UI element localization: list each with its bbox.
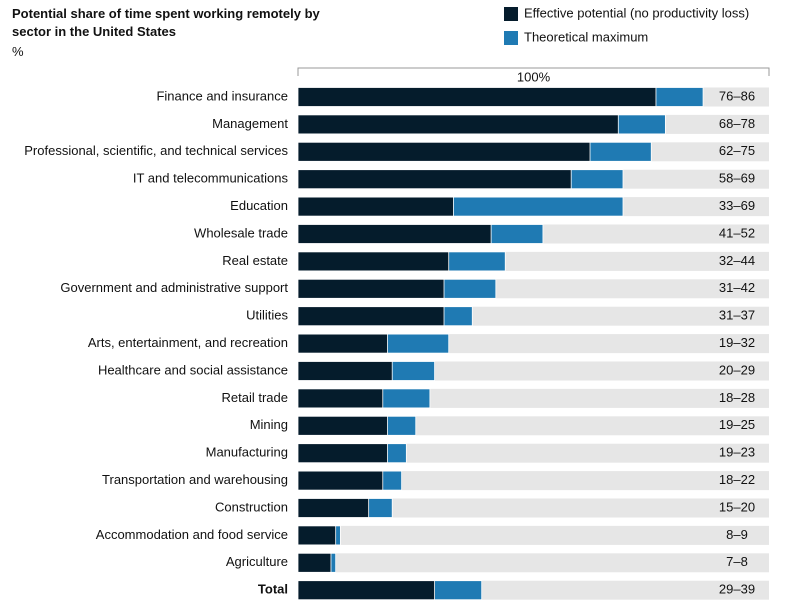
track [298, 443, 769, 463]
bar [297, 388, 384, 409]
category-label: Agriculture [226, 554, 288, 569]
category-label: Mining [250, 417, 288, 432]
category-label: Healthcare and social assistance [98, 362, 288, 377]
category-label: Real estate [222, 253, 288, 268]
range-label: 58–69 [719, 171, 755, 186]
bar [297, 552, 332, 573]
bar [297, 306, 445, 327]
range-label: 18–22 [719, 472, 755, 487]
range-label: 18–28 [719, 390, 755, 405]
category-label: Finance and insurance [156, 88, 288, 103]
bar [297, 87, 657, 107]
range-label: 19–32 [719, 335, 755, 350]
category-label: Government and administrative support [60, 280, 288, 295]
range-label: 76–86 [719, 88, 755, 103]
range-label: 33–69 [719, 198, 755, 213]
tick-bracket [297, 67, 770, 76]
legend-swatch [504, 7, 518, 21]
bar [297, 525, 337, 546]
track [298, 471, 769, 491]
category-label: Manufacturing [206, 445, 288, 460]
category-label: Utilities [246, 308, 288, 323]
track [298, 525, 769, 545]
track [298, 553, 769, 573]
category-label: Wholesale trade [194, 225, 288, 240]
category-label: Retail trade [222, 390, 288, 405]
chart-title: Potential share of time spent working re… [12, 6, 320, 39]
range-label: 41–52 [719, 225, 755, 240]
unit-label: % [12, 44, 24, 59]
range-label: 31–37 [719, 308, 755, 323]
category-label: Management [212, 116, 288, 131]
range-label: 15–20 [719, 499, 755, 514]
range-label: 20–29 [719, 362, 755, 377]
bar [297, 169, 572, 190]
x-tick-label: 100% [517, 69, 551, 84]
range-label: 19–23 [719, 445, 755, 460]
bar [297, 114, 619, 135]
bar [297, 224, 492, 244]
category-label: Transportation and warehousing [102, 472, 288, 487]
bar [297, 278, 445, 299]
range-label: 7–8 [726, 554, 748, 569]
bar [297, 141, 591, 162]
bar [297, 443, 388, 464]
bar [297, 470, 384, 491]
legend-label: Theoretical maximum [524, 29, 648, 44]
range-label: 8–9 [726, 527, 748, 542]
legend-label: Effective potential (no productivity los… [524, 5, 749, 20]
range-label: 62–75 [719, 143, 755, 158]
legend-swatch [504, 31, 518, 45]
category-label: Education [230, 198, 288, 213]
bar [297, 196, 454, 217]
bar [297, 580, 435, 600]
category-label: Professional, scientific, and technical … [24, 143, 288, 158]
range-label: 32–44 [719, 253, 755, 268]
range-label: 29–39 [719, 582, 755, 597]
category-label: Arts, entertainment, and recreation [88, 335, 288, 350]
category-label: IT and telecommunications [133, 171, 289, 186]
range-label: 68–78 [719, 116, 755, 131]
bar [297, 415, 388, 436]
bar [297, 251, 450, 272]
track [298, 498, 769, 518]
bar [297, 361, 393, 381]
range-label: 31–42 [719, 280, 755, 295]
category-label: Construction [215, 499, 288, 514]
bar [297, 498, 370, 518]
category-label: Total [258, 582, 288, 597]
range-label: 19–25 [719, 417, 755, 432]
category-label: Accommodation and food service [96, 527, 288, 542]
bar [297, 333, 388, 354]
